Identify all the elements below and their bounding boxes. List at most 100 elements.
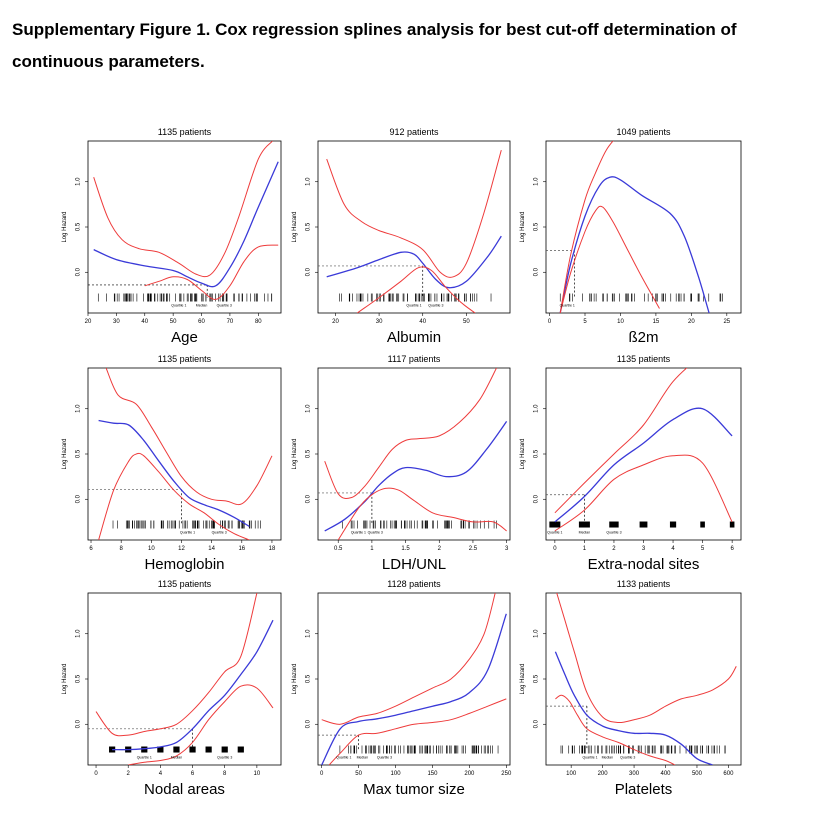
x-tick-label: 1 [370,546,374,552]
rug-plot [549,521,735,528]
plot-area [318,149,502,313]
x-tick-label: 40 [141,319,148,325]
spline-panel: 1135 patients Age Log Hazard 20 30 40 50 60 70 80… [62,127,282,346]
panel-subtitle: 1135 patients [617,354,671,364]
ci-lower-line [559,205,660,313]
plot-area [546,593,737,765]
x-tick-label: 150 [427,771,438,777]
rug-block [237,746,244,753]
ci-lower-line [128,684,274,765]
x-tick-label: 50 [170,319,177,325]
ci-upper-line [324,368,497,500]
ci-lower-line [98,452,250,540]
x-axis-label: Nodal areas [144,781,225,798]
y-tick-label: 1.0 [534,404,540,413]
y-tick-label: 1.0 [76,177,82,186]
x-tick-label: 40 [419,319,426,325]
x-tick-label: 25 [723,319,730,325]
x-tick-label: 5 [701,546,705,552]
plot-area [88,593,274,765]
ci-lower-line [555,694,676,765]
x-tick-label: 500 [692,771,703,777]
y-tick-label: 1.0 [306,177,312,186]
spline-fit-line [93,161,279,288]
rug-block [729,521,735,528]
quantile-label: Quartile 1 [582,756,597,760]
panel-subtitle: 1135 patients [158,354,212,364]
quantile-label: Median [602,756,614,760]
quantile-label: Quartile 3 [368,531,383,535]
plot-frame [317,592,511,766]
x-tick-label: 200 [598,771,609,777]
x-tick-label: 200 [464,771,475,777]
ci-upper-line [105,368,273,506]
x-tick-label: 300 [629,771,640,777]
quantile-label: Median [579,531,591,535]
x-tick-label: 0 [320,771,324,777]
y-axis-label: Log Hazard [292,438,298,469]
spline-panel: 912 patients Albumin Log Hazard 20 30 40 50 0.0… [292,127,511,346]
x-tick-label: 80 [255,319,262,325]
plot-area [88,368,273,540]
y-tick-label: 1.0 [306,404,312,413]
x-tick-label: 600 [723,771,734,777]
y-axis-label: Log Hazard [520,211,526,242]
x-tick-label: 6 [730,546,734,552]
y-tick-label: 1.0 [76,629,82,638]
panel-subtitle: 1128 patients [387,579,441,589]
quantile-label: Quartile 1 [547,531,562,535]
plot-frame [545,367,742,541]
x-tick-label: 3 [642,546,646,552]
y-tick-label: 0.0 [534,267,540,276]
ci-upper-line [326,149,502,278]
ci-upper-line [556,593,737,724]
ci-lower-line [144,244,279,300]
rug-plot [339,745,499,754]
y-tick-label: 0.5 [534,674,540,683]
spline-fit-line [98,419,250,527]
plot-frame [87,592,282,766]
spline-fit-line [324,421,508,532]
rug-plot [112,520,261,529]
x-tick-label: 14 [208,546,215,552]
y-axis-label: Log Hazard [520,663,526,694]
x-tick-label: 4 [159,771,163,777]
quantile-label: Quartile 3 [217,756,232,760]
ci-lower-line [328,698,507,765]
y-tick-label: 0.0 [76,267,82,276]
spline-fit-line [554,651,713,765]
quantile-label: Quartile 1 [351,531,366,535]
plot-area [88,141,279,302]
plot-frame [545,592,742,766]
y-tick-label: 0.5 [76,449,82,458]
x-tick-label: 100 [566,771,577,777]
x-tick-label: 3 [505,546,509,552]
y-tick-label: 0.0 [76,494,82,503]
x-tick-label: 50 [463,319,470,325]
figure-title-line-1: Supplementary Figure 1. Cox regression s… [12,20,737,39]
x-tick-label: 8 [120,546,124,552]
y-tick-label: 1.0 [76,404,82,413]
x-tick-label: 10 [148,546,155,552]
quantile-label: Quartile 1 [406,304,421,308]
y-tick-label: 0.5 [306,222,312,231]
x-tick-label: 16 [238,546,245,552]
y-tick-label: 0.5 [306,449,312,458]
ci-upper-line [321,593,496,725]
rug-block [639,521,648,528]
quantile-label: Quartile 1 [560,304,575,308]
quantile-label: Quartile 1 [336,756,351,760]
ci-upper-line [93,141,273,278]
rug-plot [339,293,492,302]
plot-area [318,368,508,540]
panel-subtitle: 912 patients [389,127,439,137]
y-axis-label: Log Hazard [292,211,298,242]
plot-area [546,368,735,532]
x-tick-label: 2 [127,771,131,777]
x-tick-label: 2 [438,546,442,552]
x-tick-label: 20 [85,319,92,325]
plot-area [546,141,723,313]
y-tick-label: 1.0 [306,629,312,638]
spline-fit-line [321,613,507,765]
quantile-label: Quartile 1 [137,756,152,760]
